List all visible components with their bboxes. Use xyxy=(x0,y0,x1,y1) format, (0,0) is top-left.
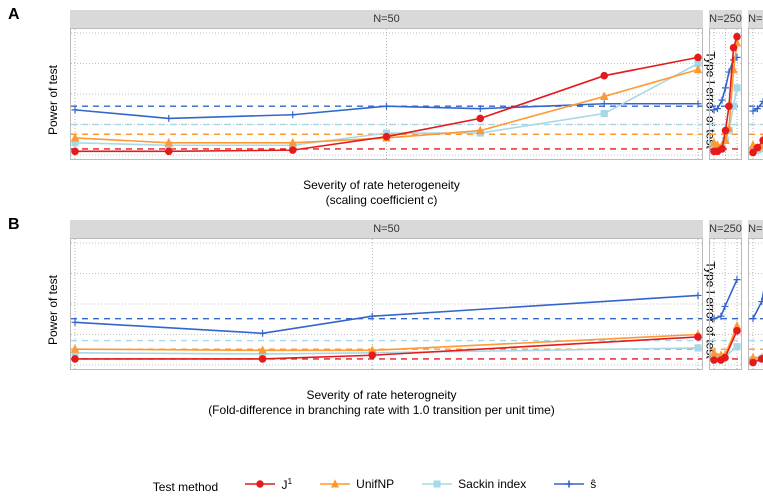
row-a-ylabel-left: Power of test xyxy=(46,65,60,135)
row-a-xlabel: Severity of rate heterogeneity xyxy=(0,178,763,192)
plot-area: 0.11.010.0 xyxy=(748,28,763,160)
legend-item-UnifNP: UnifNP xyxy=(320,477,394,491)
legend-label: Sackin index xyxy=(458,477,526,491)
panel: N=500.11.010.00.000.250.500.751.00 xyxy=(70,10,703,160)
plot-area: 13100.000.250.500.751.00 xyxy=(70,238,703,370)
row-b-ylabel-left: Power of test xyxy=(46,275,60,345)
legend-label: UnifNP xyxy=(356,477,394,491)
row-b-label: B xyxy=(8,216,20,234)
row-b-panels: N=5013100.000.250.500.751.00N=2501310N=1… xyxy=(70,220,703,370)
facet-strip: N=250 xyxy=(709,220,742,238)
legend: Test method J1 UnifNP Sackin index ŝ xyxy=(0,476,763,494)
panel: N=12500.11.010.0 xyxy=(748,10,763,160)
panel: N=2501310 xyxy=(709,220,742,370)
panel: N=2500.11.010.0 xyxy=(709,10,742,160)
legend-item-J1: J1 xyxy=(245,476,292,492)
row-b: B Power of test Type I error of test N=5… xyxy=(0,210,763,410)
facet-strip: N=1250 xyxy=(748,220,763,238)
plot-area: 0.11.010.0 xyxy=(709,28,742,160)
plot-area: 1310 xyxy=(748,238,763,370)
legend-item-Sackin: Sackin index xyxy=(422,477,526,491)
plot-area: 1310 xyxy=(709,238,742,370)
facet-strip: N=50 xyxy=(70,10,703,28)
row-a-xsub: (scaling coefficient c) xyxy=(0,193,763,207)
panel: N=5013100.000.250.500.751.00 xyxy=(70,220,703,370)
row-b-xlabel: Severity of rate heterogneity xyxy=(0,388,763,402)
legend-item-Shat: ŝ xyxy=(554,477,596,491)
plot-area: 0.11.010.00.000.250.500.751.00 xyxy=(70,28,703,160)
legend-label: J1 xyxy=(281,476,292,492)
legend-label: ŝ xyxy=(590,477,596,491)
facet-strip: N=50 xyxy=(70,220,703,238)
panel: N=12501310 xyxy=(748,220,763,370)
row-a: A Power of test Type I error of test N=5… xyxy=(0,0,763,200)
row-b-xsub: (Fold-difference in branching rate with … xyxy=(0,403,763,417)
facet-strip: N=1250 xyxy=(748,10,763,28)
row-a-panels: N=500.11.010.00.000.250.500.751.00N=2500… xyxy=(70,10,703,160)
legend-title: Test method xyxy=(153,480,218,494)
row-a-label: A xyxy=(8,6,20,24)
facet-strip: N=250 xyxy=(709,10,742,28)
